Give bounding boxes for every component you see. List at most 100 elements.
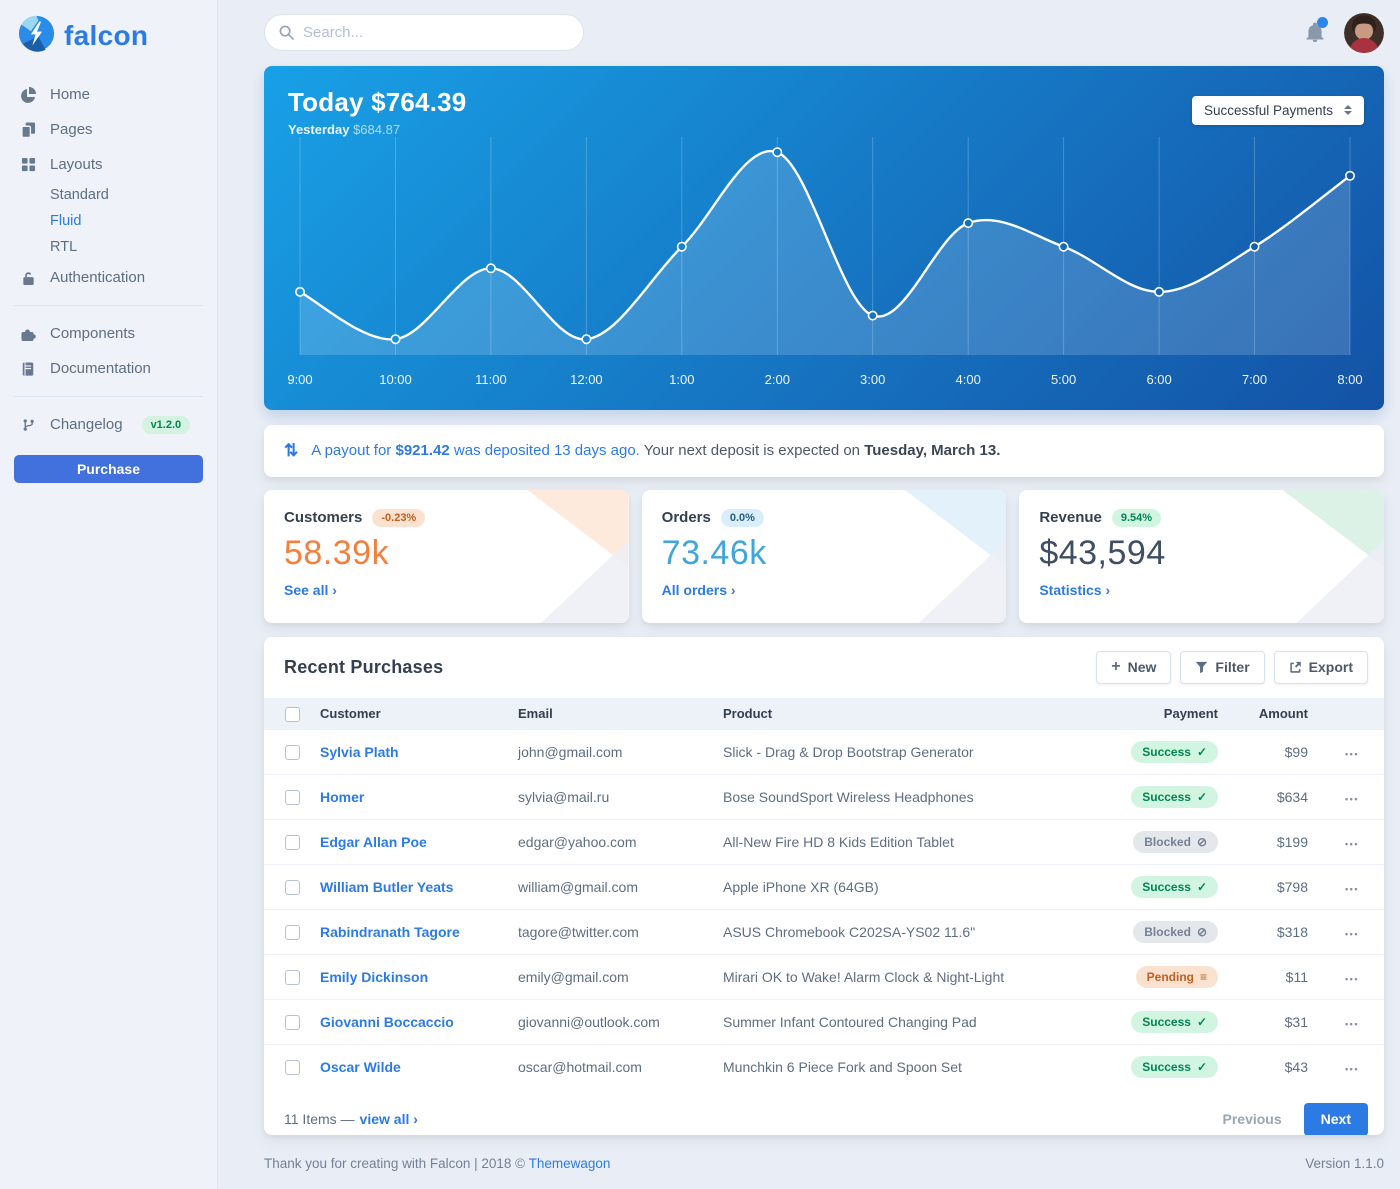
stat-value: 73.46k — [661, 533, 767, 572]
sidebar-item-pages[interactable]: Pages — [14, 112, 203, 147]
customer-email: sylvia@mail.ru — [508, 773, 713, 820]
svg-text:12:00: 12:00 — [570, 372, 603, 387]
filter-button[interactable]: Filter — [1180, 650, 1265, 684]
customer-link[interactable]: Homer — [320, 788, 365, 805]
svg-text:1:00: 1:00 — [669, 372, 694, 387]
table-actions: + New Filter Export — [1096, 650, 1368, 684]
table-title: Recent Purchases — [284, 656, 444, 677]
customer-link[interactable]: Sylvia Plath — [320, 743, 399, 760]
row-actions-button[interactable]: ••• — [1345, 793, 1359, 804]
search-input[interactable] — [303, 24, 569, 42]
amount: $318 — [1228, 908, 1320, 955]
view-all-link[interactable]: view all › — [359, 1111, 418, 1128]
new-button[interactable]: + New — [1096, 650, 1172, 684]
avatar[interactable] — [1344, 12, 1384, 53]
search-box[interactable] — [264, 14, 584, 52]
stat-link[interactable]: See all › — [284, 581, 337, 598]
row-actions-button[interactable]: ••• — [1345, 928, 1359, 939]
payout-arrows-icon: ⇅ — [284, 440, 299, 460]
search-icon — [279, 25, 294, 41]
select-all-checkbox[interactable] — [285, 706, 300, 722]
table-row: Oscar Wilde oscar@hotmail.com Munchkin 6 P… — [264, 1043, 1384, 1089]
payments-chart-card: Today $764.39 Yesterday $684.87 Successf… — [264, 65, 1384, 410]
svg-text:4:00: 4:00 — [956, 372, 981, 387]
payout-notice: ⇅ A payout for $921.42 was deposited 13 … — [264, 424, 1384, 477]
customer-link[interactable]: Oscar Wilde — [320, 1058, 401, 1075]
sidebar-item-layouts[interactable]: Layouts — [14, 147, 203, 182]
themewagon-link[interactable]: Themewagon — [528, 1156, 611, 1171]
customer-link[interactable]: Giovanni Boccaccio — [320, 1013, 454, 1030]
row-checkbox[interactable] — [285, 745, 300, 761]
topbar-right — [1304, 12, 1384, 53]
stat-title: Orders — [661, 509, 711, 527]
sidebar-item-fluid[interactable]: Fluid — [50, 213, 82, 229]
row-checkbox[interactable] — [285, 970, 300, 986]
stat-title: Revenue — [1039, 509, 1102, 527]
export-button[interactable]: Export — [1273, 650, 1368, 684]
brand-logo[interactable]: falcon — [14, 0, 203, 77]
sidebar-item-label: Changelog — [50, 416, 123, 433]
row-checkbox[interactable] — [285, 835, 300, 851]
stat-link[interactable]: Statistics › — [1039, 581, 1111, 598]
sidebar-item-documentation[interactable]: Documentation — [14, 351, 203, 386]
row-actions-button[interactable]: ••• — [1345, 1063, 1359, 1074]
sidebar-item-authentication[interactable]: Authentication — [14, 260, 203, 295]
row-checkbox[interactable] — [285, 925, 300, 941]
sidebar-item-changelog[interactable]: Changelog v1.2.0 — [14, 407, 203, 442]
svg-text:5:00: 5:00 — [1051, 372, 1076, 387]
sidebar-item-components[interactable]: Components — [14, 316, 203, 351]
payments-filter-select[interactable]: Successful Payments — [1191, 95, 1364, 125]
chevron-right-icon: › — [413, 1111, 418, 1128]
previous-button[interactable]: Previous — [1222, 1111, 1282, 1128]
svg-text:3:00: 3:00 — [860, 372, 885, 387]
success-icon: ✓ — [1196, 744, 1207, 759]
copy-icon — [19, 122, 37, 138]
sidebar-item-home[interactable]: Home — [14, 77, 203, 112]
row-actions-button[interactable]: ••• — [1345, 838, 1359, 849]
stat-change-badge: -0.23% — [372, 508, 426, 527]
chart-header: Today $764.39 Yesterday $684.87 — [288, 87, 466, 137]
row-checkbox[interactable] — [285, 1060, 300, 1076]
table-row: Giovanni Boccaccio giovanni@outlook.com Su… — [264, 998, 1384, 1045]
stat-card-orders: Orders 0.0% 73.46k All orders › — [641, 489, 1007, 623]
notifications-bell-icon[interactable] — [1304, 16, 1328, 46]
blocked-icon: ⊘ — [1196, 834, 1207, 849]
payout-link[interactable]: A payout for $921.42 was deposited 13 da… — [311, 442, 640, 460]
customer-link[interactable]: William Butler Yeats — [320, 878, 454, 895]
purchase-button[interactable]: Purchase — [14, 455, 203, 483]
footer-thanks: Thank you for creating with Falcon | 201… — [264, 1156, 611, 1171]
stats-row: Customers -0.23% 58.39k See all › Orders 0.0%… — [264, 489, 1384, 623]
chevron-right-icon: › — [332, 581, 337, 598]
payout-notice-text: A payout for $921.42 was deposited 13 da… — [311, 442, 1001, 460]
row-checkbox[interactable] — [285, 790, 300, 806]
sidebar-item-standard[interactable]: Standard — [50, 187, 109, 203]
chart-yesterday-value: Yesterday $684.87 — [288, 121, 401, 137]
customer-link[interactable]: Edgar Allan Poe — [320, 833, 427, 850]
sidebar-item-rtl[interactable]: RTL — [50, 239, 78, 255]
column-header-payment: Payment — [1068, 697, 1228, 730]
row-actions-button[interactable]: ••• — [1345, 748, 1359, 759]
row-actions-button[interactable]: ••• — [1345, 883, 1359, 894]
row-actions-button[interactable]: ••• — [1345, 973, 1359, 984]
sidebar-item-label: Components — [50, 325, 136, 342]
column-header-amount: Amount — [1228, 697, 1320, 730]
payments-line-chart: 9:00 10:00 11:00 12:00 1:00 2:00 3:00 4:00 5:00 6… — [264, 136, 1384, 410]
customer-link[interactable]: Emily Dickinson — [320, 968, 429, 985]
table-row: Homer sylvia@mail.ru Bose SoundSport Wirel… — [264, 773, 1384, 820]
next-button[interactable]: Next — [1303, 1102, 1368, 1135]
table-header: Recent Purchases + New Filter Export — [264, 637, 1384, 698]
customer-link[interactable]: Rabindranath Tagore — [320, 923, 460, 940]
success-icon: ✓ — [1196, 1059, 1207, 1074]
stat-card-customers: Customers -0.23% 58.39k See all › — [264, 489, 629, 623]
row-checkbox[interactable] — [285, 880, 300, 896]
stat-link[interactable]: All orders › — [661, 581, 736, 598]
product-name: All-New Fire HD 8 Kids Edition Tablet — [713, 818, 1068, 865]
stat-change-badge: 9.54% — [1111, 508, 1162, 527]
sidebar-nav: Home Pages Layouts Standard Fluid RTL Au… — [14, 77, 203, 483]
row-checkbox[interactable] — [285, 1015, 300, 1031]
row-actions-button[interactable]: ••• — [1345, 1018, 1359, 1029]
payment-status-badge: Blocked ⊘ — [1133, 830, 1218, 853]
plus-icon: + — [1111, 658, 1121, 676]
main-content: Today $764.39 Yesterday $684.87 Successf… — [218, 0, 1400, 1189]
svg-text:6:00: 6:00 — [1146, 372, 1171, 387]
